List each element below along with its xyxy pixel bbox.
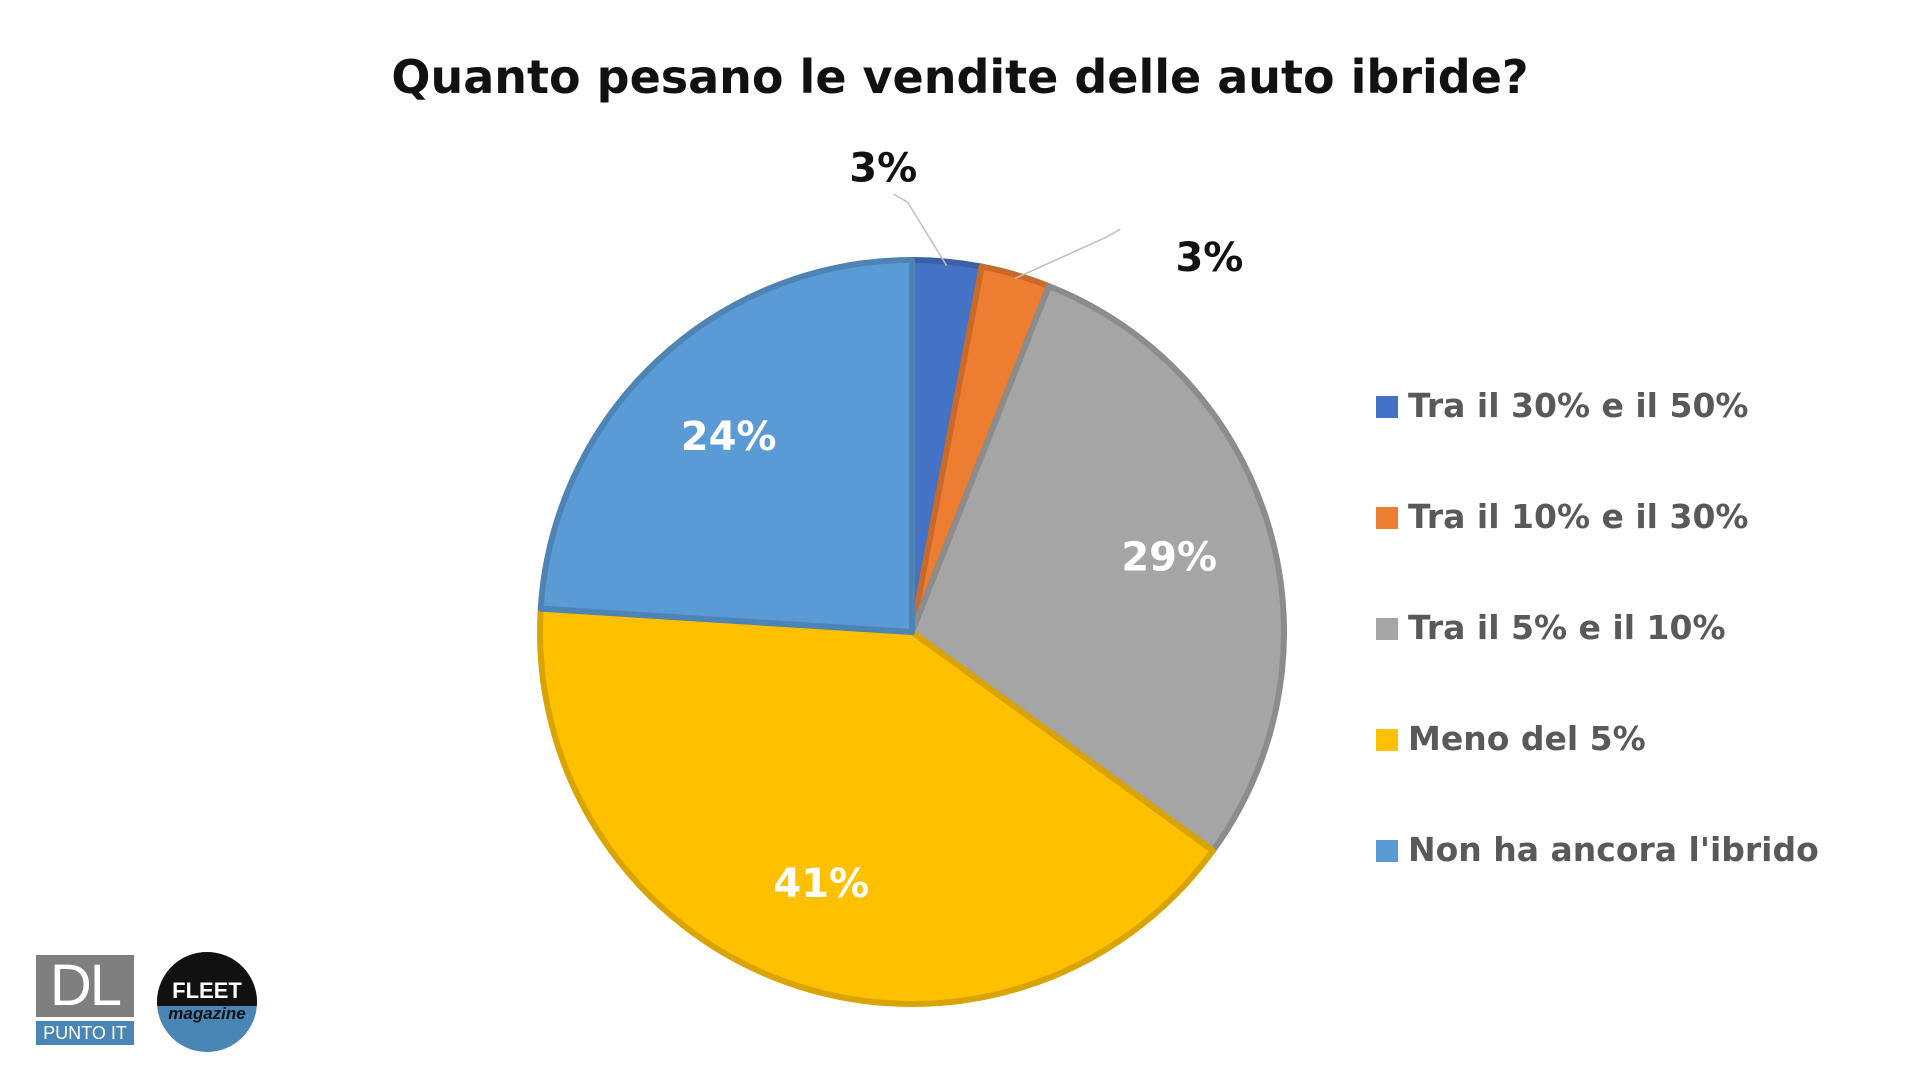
data-label-1: 3% (849, 145, 917, 191)
data-label-2: 3% (1175, 235, 1243, 281)
data-label-4: 41% (773, 861, 869, 907)
dl-logo: DL PUNTO IT (36, 955, 134, 1045)
pie-slices (537, 257, 1287, 1007)
data-labels: 3% 3% 29% 41% 24% (681, 145, 1244, 907)
fleet-logo-main: FLEET (172, 978, 242, 1003)
legend-item-3: Tra il 5% e il 10% (1376, 606, 1819, 717)
legend-item-2: Tra il 10% e il 30% (1376, 495, 1819, 606)
legend: Tra il 30% e il 50% Tra il 10% e il 30% Tr… (1376, 384, 1819, 939)
dl-logo-main: DL (36, 955, 134, 1017)
pie-slice-3 (909, 283, 1287, 854)
leader-lines (893, 193, 1121, 280)
pie-slice-5 (537, 257, 915, 635)
dl-logo-sub: PUNTO IT (36, 1021, 134, 1045)
legend-label-5: Non ha ancora l'ibrido (1408, 830, 1819, 869)
legend-label-2: Tra il 10% e il 30% (1408, 497, 1749, 536)
leader-line-1 (893, 193, 948, 267)
chart-title: Quanto pesano le vendite delle auto ibri… (391, 50, 1529, 104)
data-label-3: 29% (1121, 534, 1217, 580)
legend-label-4: Meno del 5% (1408, 719, 1646, 758)
legend-item-4: Meno del 5% (1376, 717, 1819, 828)
legend-swatch-3 (1376, 618, 1398, 640)
legend-swatch-4 (1376, 729, 1398, 751)
legend-swatch-1 (1376, 396, 1398, 418)
pie-slice-4 (537, 605, 1216, 1007)
legend-swatch-5 (1376, 840, 1398, 862)
data-label-5: 24% (681, 414, 777, 460)
legend-swatch-2 (1376, 507, 1398, 529)
legend-item-1: Tra il 30% e il 50% (1376, 384, 1819, 495)
fleet-magazine-logo: FLEET magazine (157, 952, 257, 1052)
legend-label-1: Tra il 30% e il 50% (1408, 386, 1749, 425)
legend-label-3: Tra il 5% e il 10% (1408, 608, 1726, 647)
legend-item-5: Non ha ancora l'ibrido (1376, 828, 1819, 939)
leader-line-2 (1014, 228, 1121, 280)
fleet-logo-sub: magazine (168, 1004, 246, 1023)
